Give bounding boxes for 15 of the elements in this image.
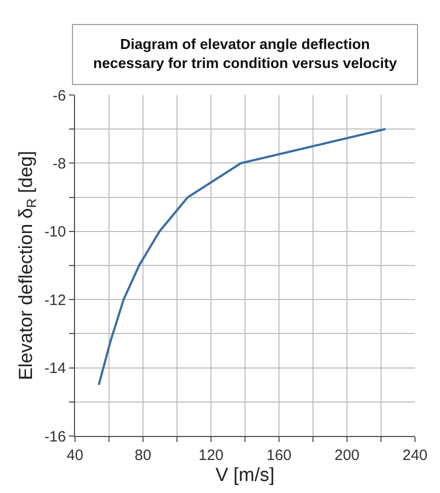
x-tick-label: 80	[134, 447, 152, 464]
x-tick-label: 160	[266, 447, 292, 464]
y-tick-label: -6	[52, 87, 66, 104]
chart-title: Diagram of elevator angle deflection necessary for trim condition versus velocity	[93, 37, 397, 72]
x-tick-label: 40	[66, 447, 84, 464]
line-series	[98, 128, 387, 386]
y-tick-label: -14	[44, 360, 66, 378]
y-tick-label: -8	[52, 155, 66, 172]
y-tick-label: -10	[44, 224, 66, 241]
x-axis-title: V [m/s]	[215, 464, 275, 486]
y-tick-label: -16	[44, 428, 66, 446]
x-tick-label: 200	[334, 447, 360, 464]
x-tick-label: 240	[402, 447, 428, 464]
x-tick-label: 120	[198, 447, 224, 464]
y-tick-label: -12	[44, 292, 66, 309]
